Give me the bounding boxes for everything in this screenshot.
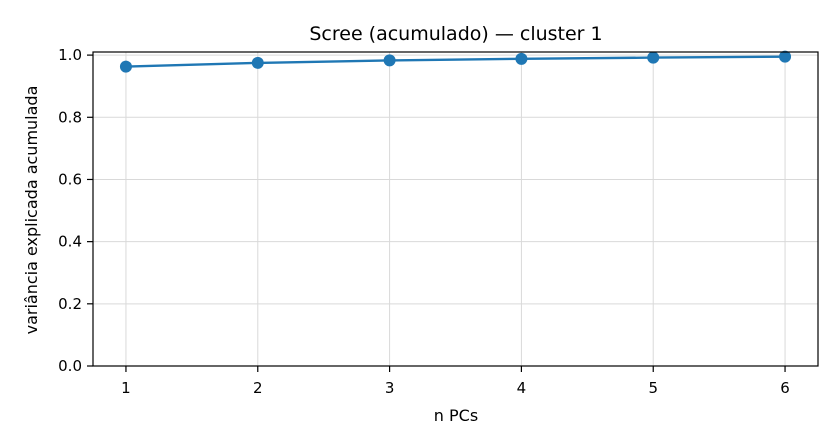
x-tick-label: 2 [253, 379, 263, 397]
data-point-6 [779, 50, 792, 63]
x-tick-label: 4 [517, 379, 527, 397]
data-point-2 [251, 56, 264, 69]
x-tick-label: 3 [385, 379, 395, 397]
data-point-4 [515, 52, 528, 65]
data-point-3 [383, 54, 396, 67]
chart-title: Scree (acumulado) — cluster 1 [309, 23, 602, 45]
data-point-5 [647, 51, 660, 64]
grid [93, 52, 818, 367]
series-line-0 [125, 55, 786, 68]
plot-frame [92, 51, 819, 367]
y-axis-label: variância explicada acumulada [22, 86, 41, 335]
data-point-1 [119, 60, 132, 73]
y-tick-label: 0.6 [58, 170, 82, 188]
x-tick-label: 6 [780, 379, 790, 397]
axis-ticks: 1 2 3 4 5 6 0.0 0.2 0.4 0.6 0.8 1.0 [58, 46, 790, 397]
x-axis-label: n PCs [434, 406, 478, 425]
y-tick-label: 1.0 [58, 46, 82, 64]
series-layer [119, 50, 792, 73]
y-tick-label: 0.2 [58, 295, 82, 313]
x-tick-label: 1 [121, 379, 131, 397]
y-tick-label: 0.8 [58, 108, 82, 126]
x-tick-label: 5 [648, 379, 658, 397]
y-tick-label: 0.0 [58, 357, 82, 375]
y-tick-label: 0.4 [58, 233, 82, 251]
